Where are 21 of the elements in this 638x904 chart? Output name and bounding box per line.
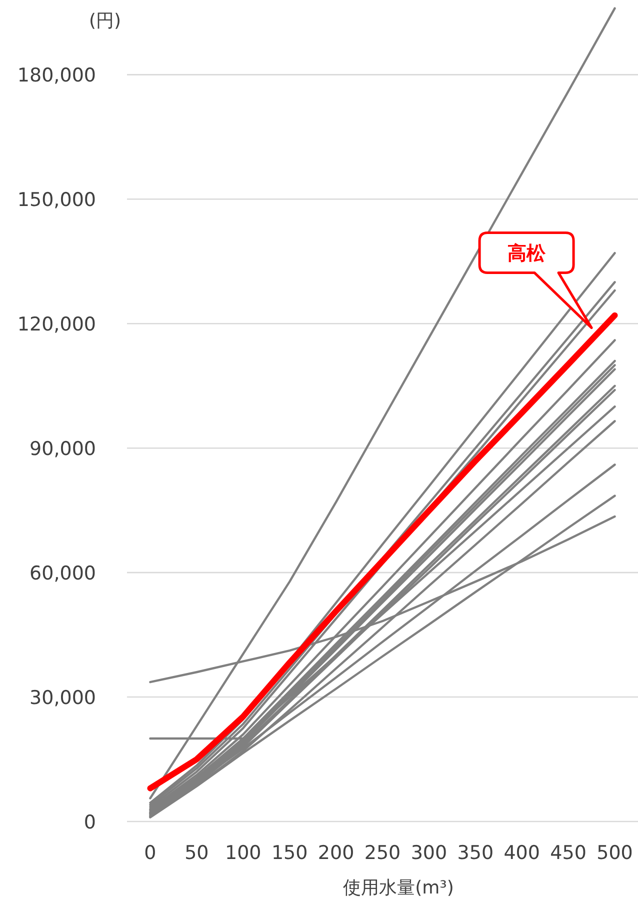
y-tick-label: 90,000 — [30, 438, 96, 460]
y-axis-title: (円) — [88, 10, 122, 32]
y-tick-label: 60,000 — [30, 562, 96, 584]
x-tick-label: 200 — [318, 842, 354, 864]
y-tick-label: 30,000 — [30, 686, 96, 709]
x-tick-label: 500 — [596, 842, 633, 864]
x-tick-label: 250 — [364, 842, 401, 864]
x-tick-label: 100 — [225, 842, 262, 864]
text: 高松 — [508, 242, 547, 265]
x-axis-title: 使用水量(m³) — [343, 877, 454, 898]
x-tick-label: 350 — [457, 842, 494, 864]
y-tick-label: 0 — [84, 811, 96, 834]
y-tick-label: 150,000 — [17, 188, 96, 211]
y-tick-label: 180,000 — [17, 64, 96, 87]
x-tick-label: 0 — [144, 842, 156, 864]
y-tick-label: 120,000 — [17, 313, 96, 336]
x-tick-label: 50 — [184, 842, 209, 864]
x-tick-label: 450 — [550, 842, 586, 864]
x-tick-label: 300 — [410, 842, 448, 864]
x-tick-label: 150 — [271, 842, 308, 864]
x-tick-label: 400 — [504, 842, 540, 864]
